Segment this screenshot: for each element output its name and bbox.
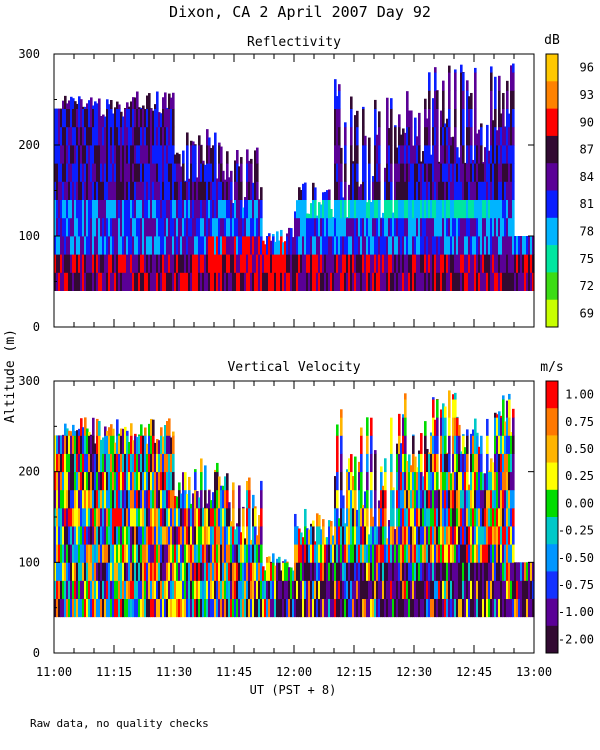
colorbar-label: -0.75 [558,578,594,592]
y-tick-label: 300 [18,47,40,61]
colorbar-label: 78 [580,224,594,238]
colorbar-label: 72 [580,279,594,293]
colorbar-label: 84 [580,170,594,184]
colorbar-swatch [546,517,558,545]
vertical-velocity-panel: Vertical Velocity 0 100 200 300 11:00 11:15 11:… [18,360,594,679]
x-tick-label: 12:30 [396,665,432,679]
colorbar-swatch [546,190,558,219]
heatmap-data [54,63,535,291]
colorbar-label: 0.75 [565,415,594,429]
y-tick-label: 200 [18,465,40,479]
colorbar-swatch [546,489,558,518]
y-tick-label: 100 [18,229,40,243]
colorbar-swatch [546,108,558,137]
colorbar: 96 93 90 87 84 81 78 75 72 69 dB [544,33,594,328]
colorbar-frame [545,380,559,654]
panel-title: Reflectivity [247,35,341,50]
colorbar-swatch [546,299,558,328]
colorbar-unit: m/s [540,360,563,375]
colorbar-swatch [546,571,558,599]
colorbar-label: 87 [580,143,594,157]
colorbar-frame [545,53,559,328]
colorbar-label: 81 [580,197,594,211]
colorbar-swatch [546,381,558,409]
colorbar-swatch [546,245,558,273]
colorbar-swatch [546,544,558,572]
colorbar-swatch [546,408,558,436]
x-tick-label: 12:15 [336,665,372,679]
colorbar-swatch [546,272,558,300]
colorbar-swatch [546,462,558,491]
colorbar-label: 75 [580,252,594,266]
y-tick-label: 100 [18,555,40,569]
y-axis-label: Altitude (m) [3,329,18,423]
colorbar-swatch [546,135,558,164]
colorbar-label: -2.00 [558,632,594,646]
y-tick-label: 0 [33,320,40,334]
colorbar-swatch [546,217,558,246]
x-tick-label: 11:00 [36,665,72,679]
colorbar-swatch [546,598,558,627]
colorbar-label: 0.50 [565,442,594,456]
colorbar-label: -0.25 [558,524,594,538]
x-tick-label: 13:00 [516,665,552,679]
colorbar-label: 90 [580,115,594,129]
colorbar-swatch [546,81,558,109]
figure-title: Dixon, CA 2 April 2007 Day 92 [169,3,431,21]
panel-title: Vertical Velocity [227,360,360,375]
x-tick-label: 11:30 [156,665,192,679]
colorbar-swatch [546,435,558,463]
colorbar-label: 1.00 [565,388,594,402]
x-axis-label: UT (PST + 8) [250,683,337,697]
heatmap-data [54,390,535,618]
colorbar-unit: dB [544,33,560,48]
colorbar-label: 96 [580,61,594,75]
colorbar-label: 69 [580,306,594,320]
x-tick-label: 12:00 [276,665,312,679]
x-tick-label: 12:45 [456,665,492,679]
y-tick-label: 200 [18,138,40,152]
x-tick-label: 11:45 [216,665,252,679]
colorbar-label: -0.50 [558,551,594,565]
y-tick-label: 300 [18,374,40,388]
colorbar-label: 93 [580,88,594,102]
y-tick-label: 0 [33,646,40,660]
colorbar-label: 0.00 [565,496,594,510]
colorbar-swatch [546,54,558,82]
reflectivity-panel: Reflectivity 0 100 200 300 96 93 90 87 84 81 78 75 72… [18,33,594,334]
colorbar-label: 0.25 [565,469,594,483]
x-tick-label: 11:15 [96,665,132,679]
colorbar-label: -1.00 [558,605,594,619]
colorbar: 1.00 0.75 0.50 0.25 0.00 -0.25 -0.50 -0.75 -1.00… [540,360,594,654]
footer-note: Raw data, no quality checks [30,717,209,730]
colorbar-swatch [546,625,558,654]
colorbar-swatch [546,163,558,191]
